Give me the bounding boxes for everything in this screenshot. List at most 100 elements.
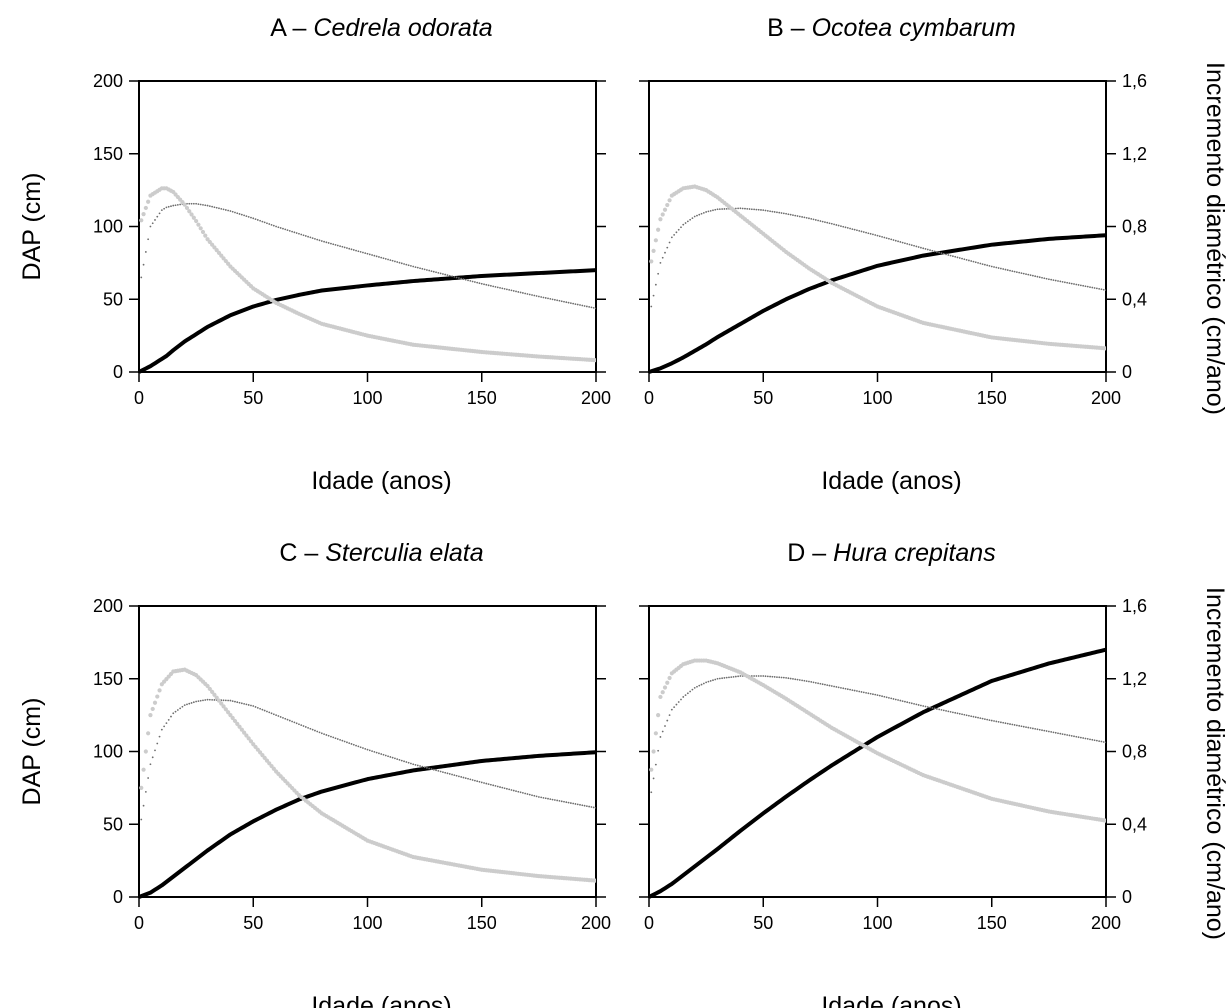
- series-point: [680, 698, 682, 701]
- series-point: [660, 690, 665, 695]
- series-point: [519, 291, 522, 294]
- series-point: [892, 239, 895, 241]
- series-point: [432, 768, 435, 771]
- series-point: [901, 241, 904, 244]
- series-point: [842, 225, 845, 228]
- series-point: [508, 788, 511, 791]
- x-tick-label: 50: [243, 388, 263, 408]
- panel-title-prefix: D –: [787, 539, 833, 567]
- series-point: [1002, 721, 1005, 724]
- series-point: [279, 227, 282, 229]
- series-point: [426, 269, 428, 271]
- series-point: [442, 273, 444, 275]
- series-point: [266, 710, 268, 713]
- series-point: [314, 237, 316, 240]
- series-point: [810, 681, 813, 683]
- series-point: [526, 793, 529, 795]
- series-point: [1063, 733, 1066, 736]
- series-point: [158, 212, 161, 215]
- series-point: [458, 277, 460, 279]
- series-point: [357, 745, 360, 748]
- series-point: [922, 247, 925, 250]
- series-point: [1063, 281, 1066, 284]
- series-point: [170, 205, 172, 208]
- series-point: [997, 720, 1000, 723]
- series-point: [819, 220, 822, 222]
- series-point: [558, 299, 561, 302]
- series-point: [778, 676, 781, 679]
- series-point: [1022, 272, 1025, 275]
- y-tick-label-right: 1,2: [1122, 669, 1147, 689]
- series-point: [302, 234, 305, 237]
- series-point: [320, 240, 323, 242]
- series-point: [968, 259, 970, 262]
- series-point: [915, 703, 918, 706]
- series-point: [412, 763, 415, 766]
- series-point: [593, 878, 596, 883]
- series-point: [323, 733, 325, 736]
- series-point: [851, 228, 854, 230]
- series-point: [974, 716, 977, 719]
- series-point: [366, 252, 369, 255]
- series-point: [993, 720, 995, 722]
- series-point: [556, 299, 559, 302]
- y-axis-title-right: Incremento diamétrico (cm/ano): [1201, 587, 1229, 940]
- series-point: [1059, 732, 1062, 735]
- series-point: [382, 753, 385, 756]
- series-point: [858, 690, 861, 693]
- x-tick-label: 100: [862, 913, 892, 933]
- series-point: [970, 715, 973, 718]
- series-point: [414, 763, 417, 766]
- series-point: [199, 699, 202, 702]
- series-point: [231, 700, 234, 703]
- series-point: [553, 799, 556, 801]
- series-point: [226, 710, 231, 715]
- series-point: [235, 721, 240, 726]
- series-point: [572, 302, 575, 305]
- series-point: [332, 736, 335, 739]
- series-point: [247, 704, 250, 706]
- series-point: [142, 263, 145, 266]
- series-point: [492, 784, 495, 787]
- series-point: [330, 735, 332, 738]
- series-point: [160, 209, 163, 212]
- series-point: [901, 700, 904, 703]
- series-point: [776, 676, 778, 679]
- series-point: [489, 284, 492, 287]
- series-point: [732, 675, 735, 678]
- series-point: [812, 218, 815, 221]
- series-point: [824, 221, 826, 224]
- series-point: [926, 706, 929, 708]
- series-point: [307, 235, 309, 238]
- series-point: [766, 675, 769, 678]
- series-point: [179, 203, 182, 206]
- series-point: [142, 804, 145, 807]
- series-point: [1068, 734, 1071, 737]
- series-point: [231, 210, 234, 213]
- series-point: [664, 251, 666, 254]
- series-point: [904, 700, 906, 703]
- series-point: [428, 767, 431, 770]
- x-tick-label: 0: [644, 388, 654, 408]
- series-point: [1027, 273, 1030, 276]
- series-point: [487, 783, 490, 786]
- series-points-increment-current: [139, 186, 596, 363]
- series-point: [657, 272, 660, 275]
- chart-panel-d: D – Hura crepitans 0 0,4 0,8 1,2 1,6 0 50 100 150…: [639, 539, 1229, 1008]
- series-point: [248, 739, 254, 744]
- series-point: [750, 208, 753, 211]
- series-point: [192, 202, 195, 205]
- series-point: [240, 213, 243, 216]
- series-point: [471, 779, 474, 781]
- series-point: [549, 297, 552, 300]
- series-point: [141, 767, 146, 772]
- series-point: [366, 748, 369, 751]
- series-point: [567, 801, 570, 804]
- series-point: [803, 679, 806, 682]
- series-point: [245, 215, 248, 218]
- series-point: [659, 736, 662, 738]
- series-point: [581, 304, 584, 307]
- series-point: [439, 272, 442, 275]
- x-axis-title: Idade (anos): [821, 992, 961, 1008]
- series-point: [1068, 282, 1071, 285]
